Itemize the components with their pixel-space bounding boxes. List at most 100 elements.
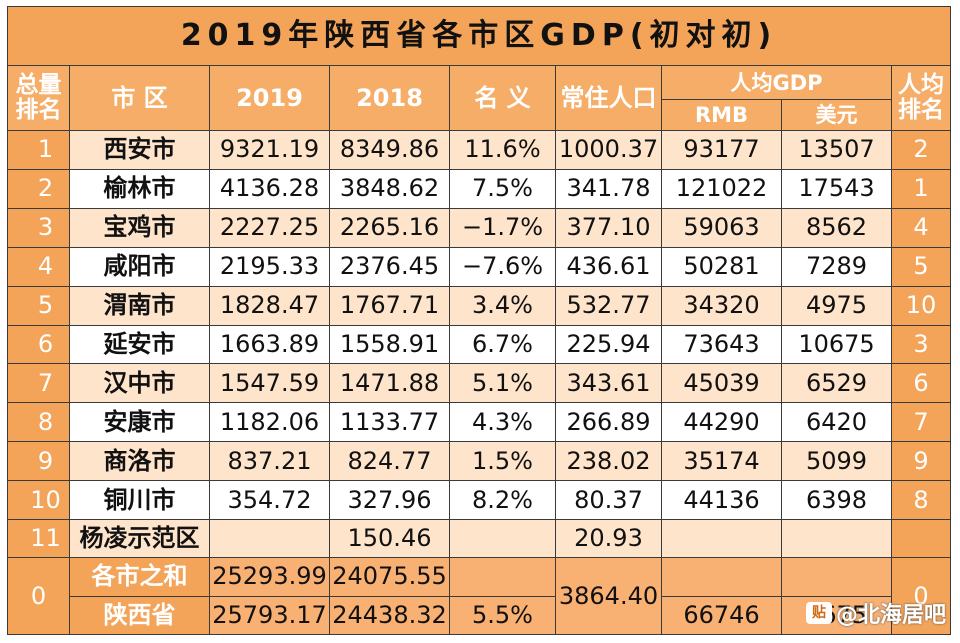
city-cell: 汉中市 bbox=[69, 363, 210, 404]
rank-cell: 10 bbox=[7, 480, 70, 521]
tieba-logo-icon: 贴 bbox=[805, 602, 832, 624]
table-title: 2019年陕西省各市区GDP(初对初) bbox=[6, 5, 952, 67]
header-city: 市 区 bbox=[69, 65, 210, 131]
rmb-cell: 44136 bbox=[661, 480, 782, 521]
growth-cell-empty bbox=[449, 519, 556, 559]
sum-2019-cell: 25293.99 bbox=[209, 557, 330, 597]
usd-cell: 4975 bbox=[781, 285, 892, 326]
header-pc-rank-line1: 人均 bbox=[898, 71, 945, 98]
city-cell: 安康市 bbox=[69, 402, 210, 443]
pc-rank-cell: 4 bbox=[890, 207, 952, 248]
rmb-cell-empty bbox=[661, 519, 782, 559]
rank-cell: 9 bbox=[7, 441, 70, 482]
growth-cell: −1.7% bbox=[449, 207, 556, 248]
table-row: 9 商洛市 837.21 824.77 1.5% 238.02 35174 5099 9 bbox=[7, 441, 952, 482]
usd-cell: 6398 bbox=[781, 480, 892, 521]
population-cell: 1000.37 bbox=[555, 129, 662, 170]
population-cell: 532.77 bbox=[555, 285, 662, 326]
city-cell: 宝鸡市 bbox=[69, 207, 210, 248]
rmb-cell: 50281 bbox=[661, 246, 782, 287]
population-cell: 225.94 bbox=[555, 324, 662, 365]
sum-label-cell: 各市之和 bbox=[69, 557, 210, 597]
growth-cell: 5.1% bbox=[449, 363, 556, 404]
pc-rank-cell: 10 bbox=[890, 285, 952, 326]
header-row: 总量 排名 市 区 2019 2018 名 义 常住人口 人均GDP 人均 排名 bbox=[7, 65, 952, 131]
population-cell: 80.37 bbox=[555, 480, 662, 521]
sum-growth-cell-empty bbox=[449, 557, 556, 597]
rmb-cell: 121022 bbox=[661, 168, 782, 209]
header-pc-rank-line2: 排名 bbox=[898, 97, 945, 124]
rank-cell: 4 bbox=[7, 246, 70, 287]
city-cell: 延安市 bbox=[69, 324, 210, 365]
usd-cell: 8562 bbox=[781, 207, 892, 248]
table-row: 7 汉中市 1547.59 1471.88 5.1% 343.61 45039 6529 6 bbox=[7, 363, 952, 404]
population-cell: 436.61 bbox=[555, 246, 662, 287]
usd-cell: 7289 bbox=[781, 246, 892, 287]
city-cell: 咸阳市 bbox=[69, 246, 210, 287]
sum-2018-cell: 24075.55 bbox=[329, 557, 450, 597]
header-total-rank: 总量 排名 bbox=[7, 65, 70, 131]
population-cell: 266.89 bbox=[555, 402, 662, 443]
usd-cell: 10675 bbox=[781, 324, 892, 365]
sum-usd-cell-empty bbox=[781, 557, 892, 597]
watermark-text: @北海居吧 bbox=[835, 603, 946, 628]
gdp2019-cell-empty bbox=[209, 519, 330, 559]
header-population: 常住人口 bbox=[555, 65, 662, 131]
gdp2018-cell: 1133.77 bbox=[329, 402, 450, 443]
city-cell: 榆林市 bbox=[69, 168, 210, 209]
city-cell: 渭南市 bbox=[69, 285, 210, 326]
gdp2019-cell: 1547.59 bbox=[209, 363, 330, 404]
gdp2018-cell: 2376.45 bbox=[329, 246, 450, 287]
table-row: 8 安康市 1182.06 1133.77 4.3% 266.89 44290 6420 7 bbox=[7, 402, 952, 443]
growth-cell: 6.7% bbox=[449, 324, 556, 365]
gdp2019-cell: 2227.25 bbox=[209, 207, 330, 248]
rank-cell: 5 bbox=[7, 285, 70, 326]
population-cell: 238.02 bbox=[555, 441, 662, 482]
city-cell: 杨凌示范区 bbox=[69, 519, 210, 559]
gdp2018-cell: 8349.86 bbox=[329, 129, 450, 170]
gdp2018-cell: 1767.71 bbox=[329, 285, 450, 326]
province-rmb-cell: 66746 bbox=[661, 595, 782, 636]
watermark: 贴 @北海居吧 bbox=[805, 597, 946, 629]
gdp2019-cell: 837.21 bbox=[209, 441, 330, 482]
header-total-rank-line2: 排名 bbox=[15, 97, 62, 124]
table-row: 2 榆林市 4136.28 3848.62 7.5% 341.78 121022 17543 1 bbox=[7, 168, 952, 209]
gdp-table: 2019年陕西省各市区GDP(初对初) 总量 排名 市 区 2019 2018 … bbox=[6, 5, 952, 636]
rank-cell: 6 bbox=[7, 324, 70, 365]
table-row: 1 西安市 9321.19 8349.86 11.6% 1000.37 93177 13507… bbox=[7, 129, 952, 170]
population-cell: 377.10 bbox=[555, 207, 662, 248]
gdp2018-cell: 1471.88 bbox=[329, 363, 450, 404]
summary-pc-rank-cell: 0 bbox=[890, 557, 952, 635]
pc-rank-cell: 2 bbox=[890, 129, 952, 170]
growth-cell: 8.2% bbox=[449, 480, 556, 521]
pc-rank-cell: 6 bbox=[890, 363, 952, 404]
pc-rank-cell: 1 bbox=[890, 168, 952, 209]
usd-cell: 13507 bbox=[781, 129, 892, 170]
usd-cell: 6420 bbox=[781, 402, 892, 443]
gdp2019-cell: 4136.28 bbox=[209, 168, 330, 209]
rank-cell: 7 bbox=[7, 363, 70, 404]
gdp2019-cell: 2195.33 bbox=[209, 246, 330, 287]
province-2019-cell: 25793.17 bbox=[209, 595, 330, 636]
rmb-cell: 93177 bbox=[661, 129, 782, 170]
province-2018-cell: 24438.32 bbox=[329, 595, 450, 636]
gdp2019-cell: 1663.89 bbox=[209, 324, 330, 365]
growth-cell: 3.4% bbox=[449, 285, 556, 326]
table-row-province: 陕西省 25793.17 24438.32 5.5% 66746 9675 bbox=[8, 595, 951, 636]
rmb-cell: 59063 bbox=[661, 207, 782, 248]
rank-cell: 3 bbox=[7, 207, 70, 248]
header-total-rank-line1: 总量 bbox=[15, 71, 62, 98]
growth-cell: 1.5% bbox=[449, 441, 556, 482]
table-row: 6 延安市 1663.89 1558.91 6.7% 225.94 73643 10675 3 bbox=[7, 324, 952, 365]
rmb-cell: 35174 bbox=[661, 441, 782, 482]
header-2018: 2018 bbox=[329, 65, 450, 131]
pc-rank-cell: 5 bbox=[890, 246, 952, 287]
gdp2018-cell: 1558.91 bbox=[329, 324, 450, 365]
table-row: 5 渭南市 1828.47 1767.71 3.4% 532.77 34320 4975 10 bbox=[7, 285, 952, 326]
rank-cell: 2 bbox=[7, 168, 70, 209]
table-row-sum: 0 各市之和 25293.99 24075.55 3864.40 0 bbox=[7, 557, 952, 635]
header-2019: 2019 bbox=[209, 65, 330, 131]
table-row: 4 咸阳市 2195.33 2376.45 −7.6% 436.61 50281 7289 5 bbox=[7, 246, 952, 287]
population-cell: 343.61 bbox=[555, 363, 662, 404]
growth-cell: 4.3% bbox=[449, 402, 556, 443]
